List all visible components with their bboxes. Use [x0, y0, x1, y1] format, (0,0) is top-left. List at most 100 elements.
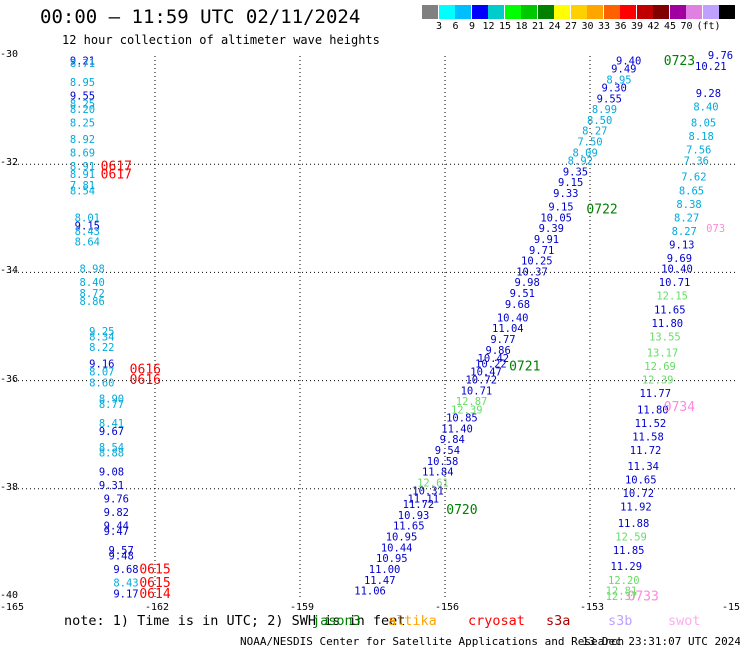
wave-height-label: 8.25: [70, 118, 95, 130]
legend-swatch: [570, 5, 587, 19]
wave-height-label: 9.40: [616, 55, 641, 67]
wave-height-label: 8.34: [89, 331, 114, 343]
wave-height-label: 9.21: [70, 55, 95, 67]
wave-height-label: 10.05: [540, 212, 572, 224]
lat-tick-label: -32: [0, 157, 19, 169]
legend-swatch: [636, 5, 653, 19]
legend-swatch: [669, 5, 686, 19]
legend-swatch: [653, 5, 669, 19]
wave-height-label: 9.30: [602, 82, 627, 94]
wave-height-label: 9.08: [99, 467, 124, 479]
wave-height-label: 9.69: [667, 253, 692, 265]
legend-label: 6: [452, 21, 459, 32]
wave-height-label: 10.44: [381, 542, 413, 554]
wave-height-label: 9.71: [529, 245, 554, 257]
wave-height-label: 8.65: [679, 185, 704, 197]
legend-label: 24: [548, 21, 561, 32]
lat-tick-label: -34: [0, 265, 19, 277]
legend-label: 70: [680, 21, 693, 32]
pass-time-label: 0721: [509, 360, 540, 375]
legend-label: 30: [581, 21, 594, 32]
pass-time-label: 0615: [139, 562, 170, 577]
wave-height-label: 9.76: [708, 50, 733, 62]
wave-height-label: 8.86: [80, 296, 105, 308]
legend-label: 36: [614, 21, 627, 32]
wave-height-label: 11.34: [627, 461, 659, 473]
lon-tick-label: -150: [722, 602, 740, 613]
wave-height-label: 9.68: [505, 299, 530, 311]
wave-height-label: 10.65: [625, 475, 657, 487]
wave-height-label: 11.65: [654, 304, 686, 316]
wave-height-label: 11.00: [369, 564, 401, 576]
wave-height-label: 073: [706, 223, 725, 235]
pass-time-label: 0617: [101, 159, 132, 174]
wave-height-label: 7.62: [681, 172, 706, 184]
wave-height-label: 8.50: [587, 115, 612, 127]
wave-height-label: 9.55: [70, 91, 95, 103]
wave-height-label: 8.98: [80, 264, 105, 276]
wave-height-label: 10.95: [376, 553, 408, 565]
wave-height-label: 11.40: [441, 423, 473, 435]
wave-height-label: 9.68: [113, 564, 138, 576]
wave-height-label: 12.37: [606, 591, 638, 603]
lon-tick-label: -156: [435, 602, 460, 613]
wave-height-label: 8.64: [75, 237, 100, 249]
wave-height-label: 8.27: [582, 126, 607, 138]
wave-height-label: 8.25: [70, 99, 95, 111]
wave-height-label: 11.06: [354, 586, 386, 598]
wave-height-label: 9.39: [539, 223, 564, 235]
wave-height-label: 11.72: [630, 445, 662, 457]
wave-height-label: 9.57: [109, 545, 134, 557]
satellite-swot: swot: [668, 613, 701, 629]
legend-label: 15: [498, 21, 512, 32]
legend-swatch: [587, 5, 603, 19]
wave-height-label: 8.90: [99, 394, 124, 406]
wave-height-label: 12.39: [642, 375, 674, 387]
satellite-altika: altika: [388, 613, 437, 629]
legend-swatch: [488, 5, 504, 19]
wave-height-label: 11.11: [407, 494, 439, 506]
wave-height-label: 11.04: [492, 323, 524, 335]
legend-swatch: [471, 5, 488, 19]
wave-height-label: 7.81: [70, 180, 95, 192]
wave-height-label: 10.37: [516, 266, 548, 278]
wave-height-label: 9.98: [515, 277, 540, 289]
wave-height-label: 8.72: [80, 288, 105, 300]
wave-height-label: 8.41: [99, 418, 124, 430]
wave-height-label: 13.55: [649, 331, 681, 343]
page-subtitle: 12 hour collection of altimeter wave hei…: [62, 33, 380, 47]
legend-swatch: [620, 5, 636, 19]
pass-time-label: 0614: [139, 587, 170, 602]
lon-tick-label: -162: [145, 602, 170, 613]
wave-height-label: 8.60: [89, 377, 114, 389]
wave-height-label: 9.48: [109, 550, 134, 562]
wave-height-label: 8.22: [89, 342, 114, 354]
legend-label: 9: [468, 21, 476, 32]
wave-height-label: 11.47: [364, 575, 396, 587]
satellite-cryosat: cryosat: [468, 613, 525, 629]
lat-tick-label: -30: [0, 49, 19, 60]
wave-height-label: 11.92: [620, 502, 652, 514]
legend-label: 39: [630, 21, 644, 32]
wave-height-label: 8.27: [674, 212, 699, 224]
wave-height-label: 9.15: [558, 177, 583, 189]
lon-tick-label: -159: [290, 602, 315, 613]
wave-height-label: 9.84: [440, 434, 465, 446]
wave-height-label: 11.65: [393, 521, 425, 533]
legend-swatch: [438, 5, 455, 19]
wave-height-label: 8.88: [99, 448, 124, 460]
pass-time-label: 0723: [664, 54, 695, 69]
legend-label: 21: [531, 21, 545, 32]
wave-height-label: 8.92: [568, 155, 593, 167]
wave-height-label: 11.80: [652, 318, 684, 330]
wave-height-label: 9.35: [563, 166, 588, 178]
wave-height-label: 8.54: [70, 185, 95, 197]
wave-height-label: 10.85: [446, 412, 478, 424]
wave-height-label: 12.81: [606, 586, 638, 598]
generated-timestamp: 13 Dec 23:31:07 UTC 2024: [582, 635, 740, 648]
wave-height-label: 11.84: [422, 467, 454, 479]
wave-height-label: 9.28: [696, 88, 721, 100]
wave-height-label: 9.31: [99, 480, 124, 492]
pass-time-label: 0616: [130, 362, 161, 377]
